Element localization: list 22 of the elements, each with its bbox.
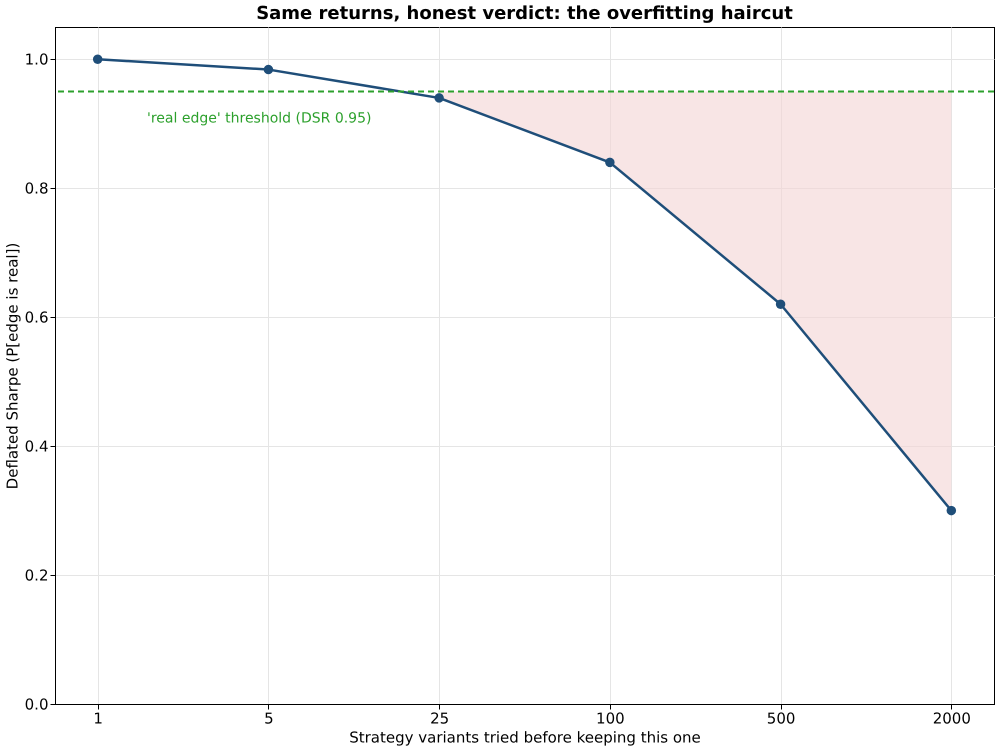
x-tick-label: 100 — [596, 710, 625, 728]
x-tick-label: 2000 — [932, 710, 971, 728]
x-tick-label: 500 — [766, 710, 796, 728]
y-tick-label: 0.2 — [24, 566, 48, 585]
point — [776, 300, 786, 309]
x-axis-title: Strategy variants tried before keeping this one — [349, 728, 701, 746]
x-tick-label: 5 — [264, 710, 274, 728]
x-tick-label: 25 — [430, 710, 450, 728]
point — [946, 506, 956, 516]
y-tick-label: 0.6 — [24, 308, 48, 327]
y-tick-label: 1.0 — [24, 50, 48, 69]
x-tick-label: 1 — [93, 710, 103, 728]
y-axis-title: Deflated Sharpe (P[edge is real]) — [4, 242, 22, 490]
point — [92, 54, 102, 64]
y-tick-label: 0.4 — [24, 438, 48, 456]
point — [264, 64, 274, 74]
chart-title: Same returns, honest verdict: the overfitting haircut — [256, 3, 794, 24]
point — [434, 93, 444, 103]
point — [605, 158, 615, 168]
y-tick-label: 0.8 — [24, 180, 48, 198]
ref-line-label: 'real edge' threshold (DSR 0.95) — [147, 110, 372, 126]
y-tick-label: 0.0 — [24, 696, 48, 714]
